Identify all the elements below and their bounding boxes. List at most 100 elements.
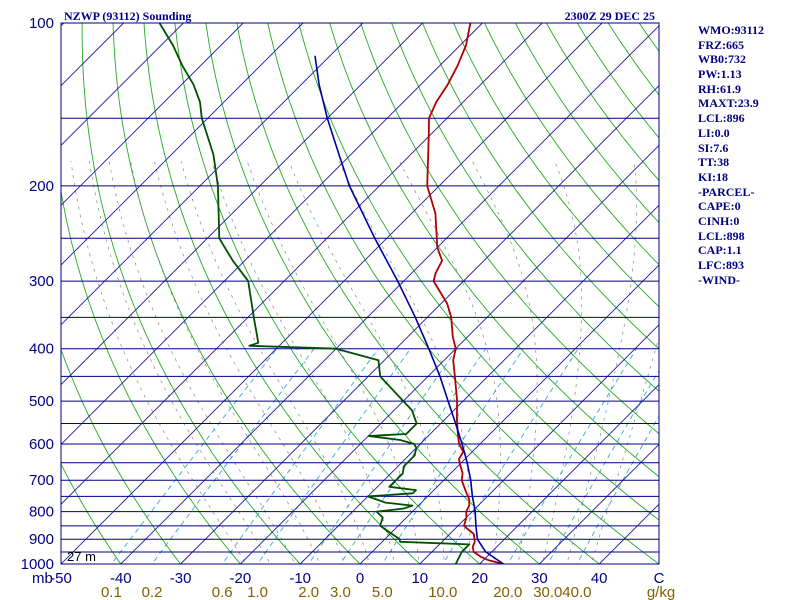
- temperature-tick-label: -40: [110, 570, 132, 587]
- mixing-ratio-tick-label: 5.0: [372, 584, 393, 600]
- moist-adiabat-line: [154, 161, 345, 564]
- index-item: -WIND-: [698, 272, 740, 287]
- dry-adiabat-line: [61, 462, 122, 564]
- temperature-tick-label: 0: [356, 570, 364, 587]
- pressure-tick-label: 100: [29, 15, 54, 32]
- pressure-tick-label: 700: [29, 472, 54, 489]
- index-item: LFC:893: [698, 258, 744, 272]
- moist-adiabat-line: [180, 161, 370, 564]
- isotherm-line: [61, 23, 304, 266]
- chart-time: 2300Z 29 DEC 25: [565, 9, 655, 23]
- index-item: LCL:896: [698, 111, 745, 126]
- isotherm-line: [61, 23, 543, 505]
- mixing-ratio-line: [110, 348, 278, 564]
- moist-adiabat-line: [246, 160, 420, 564]
- plot-frame: [60, 22, 660, 565]
- chart-title: NZWP (93112) Sounding: [64, 9, 191, 23]
- index-item: WB0:732: [698, 52, 746, 67]
- pressure-tick-label: 800: [29, 504, 54, 521]
- pressure-tick-label: 1000: [21, 556, 54, 573]
- isotherm-line: [299, 204, 659, 564]
- mixing-ratio-line: [221, 348, 379, 564]
- mixing-ratio-tick-label: 2.0: [298, 584, 319, 600]
- mixing-ratio-tick-label: 0.2: [142, 584, 163, 600]
- isotherm-line: [479, 383, 659, 564]
- mixing-ratio-line: [507, 348, 637, 564]
- moist-adiabat-line: [130, 161, 321, 564]
- pressure-tick-label: 300: [29, 273, 54, 290]
- moist-adiabat-line: [542, 160, 583, 564]
- index-item: PW:1.13: [698, 67, 742, 82]
- moist-adiabat-line: [211, 161, 395, 564]
- isotherm-line: [539, 443, 659, 564]
- mixing-ratio-tick-label: 0.1: [101, 584, 122, 600]
- index-item: LI:0.0: [698, 125, 730, 140]
- sounding-traces: [158, 23, 504, 564]
- index-item: KI:18: [698, 169, 728, 184]
- dry-adiabat-line: [61, 348, 182, 564]
- isotherm-line: [61, 23, 244, 206]
- mixing-ratio-tick-label: g/kg: [647, 584, 675, 600]
- mixing-ratio-line: [308, 348, 458, 564]
- mixing-ratio-tick-label: 40.0: [562, 584, 591, 600]
- temperature-tick-label: 10: [411, 570, 428, 587]
- isotherm-line: [61, 23, 184, 147]
- mixing-ratio-tick-label: 3.0: [330, 584, 351, 600]
- isotherm-line: [419, 324, 659, 564]
- isotherm-line: [120, 25, 659, 564]
- parcel-trace: [314, 55, 504, 564]
- mixing-ratio-tick-label: 1.0: [247, 584, 268, 600]
- pressure-tick-label: 200: [29, 178, 54, 195]
- temperature-tick-label: 40: [591, 570, 608, 587]
- temperature-tick-label: -30: [170, 570, 192, 587]
- temperature-tick-label: -10: [289, 570, 311, 587]
- mixing-ratio-tick-label: 0.6: [212, 584, 233, 600]
- index-item: RH:61.9: [698, 81, 741, 96]
- mixing-ratio-tick-label: 30.0: [533, 584, 562, 600]
- moist-adiabat-line: [108, 161, 296, 564]
- moist-adiabat-line: [566, 161, 637, 564]
- index-item: -PARCEL-: [698, 184, 755, 199]
- moist-adiabat-line: [89, 161, 271, 564]
- index-item: CAPE:0: [698, 199, 741, 214]
- pressure-tick-label: 600: [29, 436, 54, 453]
- pressure-tick-label: 400: [29, 341, 54, 358]
- index-item: CINH:0: [698, 213, 740, 228]
- grid-lines: [61, 23, 659, 564]
- dewpoint-trace: [158, 23, 471, 564]
- index-item: CAP:1.1: [698, 243, 742, 258]
- mixing-ratio-tick-label: 10.0: [428, 584, 457, 600]
- isotherm-line: [180, 84, 659, 564]
- mixing-ratio-line: [257, 348, 411, 564]
- mixing-ratio-line: [339, 348, 487, 564]
- index-item: LCL:898: [698, 228, 745, 243]
- mixing-ratio-line: [576, 415, 659, 564]
- mixing-ratio-line: [151, 348, 315, 564]
- temperature-tick-label: -50: [50, 570, 72, 587]
- mixing-ratio-line: [381, 348, 524, 564]
- mixing-ratio-tick-label: 20.0: [493, 584, 522, 600]
- temperature-tick-label: C: [654, 570, 665, 587]
- temperature-tick-label: -20: [230, 570, 252, 587]
- isotherm-line: [61, 23, 423, 386]
- index-item: MAXT:23.9: [698, 96, 759, 111]
- temperature-tick-label: 30: [531, 570, 548, 587]
- moist-adiabat-line: [70, 161, 247, 564]
- mixing-ratio-line: [547, 369, 659, 564]
- temperature-tick-label: 20: [471, 570, 488, 587]
- isotherm-line: [240, 144, 659, 564]
- index-item: TT:38: [698, 155, 730, 170]
- isotherm-line: [61, 23, 364, 326]
- sounding-indices: WMO:93112 FRZ:665 WB0:732 PW:1.13 RH:61.9 MAX…: [698, 23, 764, 287]
- pressure-tick-label: 500: [29, 393, 54, 410]
- index-item: FRZ:665: [698, 37, 744, 52]
- mixing-ratio-line: [442, 348, 579, 564]
- isotherm-line: [61, 23, 483, 446]
- isotherm-line: [61, 23, 603, 564]
- station-elevation-label: 27 m: [67, 549, 96, 564]
- moist-adiabat-line: [399, 160, 501, 564]
- isotherm-line: [359, 264, 659, 564]
